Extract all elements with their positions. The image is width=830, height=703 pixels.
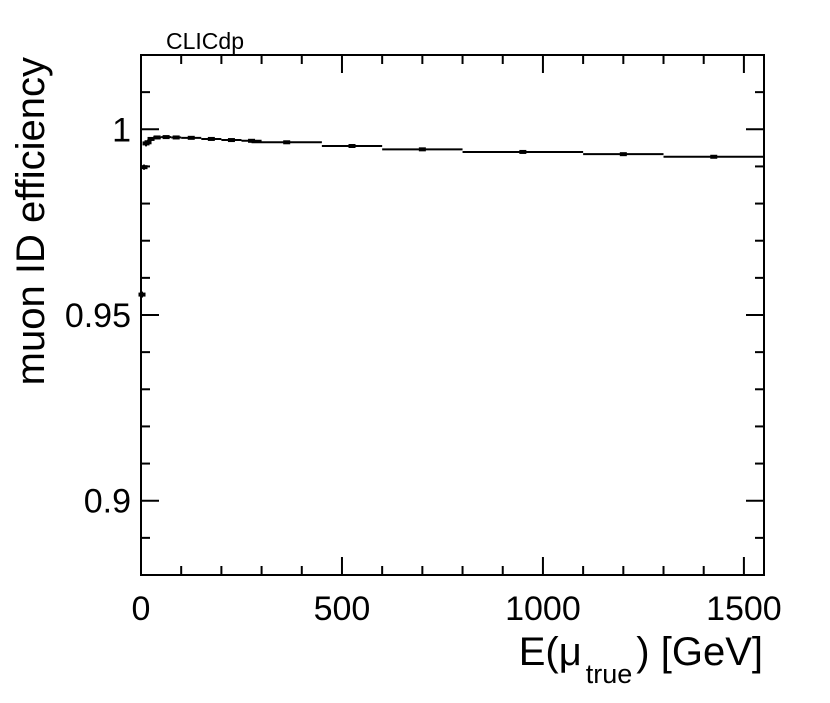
marker	[619, 152, 627, 157]
data-point	[171, 135, 182, 140]
data-point	[251, 140, 322, 145]
axis-ticks	[140, 54, 764, 576]
x-axis-title: E(μ true ) [GeV]	[519, 630, 763, 689]
data-point	[663, 154, 764, 159]
marker	[283, 140, 291, 145]
marker	[187, 135, 195, 140]
data-point	[221, 138, 242, 143]
marker	[207, 136, 215, 141]
x-axis-title-prefix: E(μ	[519, 630, 582, 674]
marker	[418, 147, 426, 152]
marker	[153, 135, 161, 140]
marker	[248, 138, 256, 143]
data-point	[161, 135, 172, 140]
data-point	[181, 135, 202, 140]
data-point	[462, 149, 584, 154]
data-point	[147, 136, 155, 141]
y-axis-title: muon ID efficiency	[9, 57, 53, 385]
marker	[710, 154, 718, 159]
data-point	[153, 135, 162, 140]
x-tick-label: 1000	[505, 590, 581, 628]
data-point	[201, 136, 222, 141]
marker	[172, 135, 180, 140]
y-tick-label: 1	[112, 111, 131, 149]
marker	[162, 135, 170, 140]
marker	[147, 136, 155, 141]
marker	[348, 144, 356, 148]
marker	[519, 149, 527, 154]
data-points	[138, 135, 764, 298]
marker	[227, 138, 235, 143]
data-point	[583, 152, 664, 157]
data-point	[321, 144, 383, 148]
y-tick-label: 0.95	[65, 297, 131, 335]
x-axis-title-subscript: true	[586, 659, 633, 689]
clicdp-label: CLICdp	[166, 28, 244, 54]
marker	[138, 292, 146, 297]
x-tick-label: 1500	[706, 590, 782, 628]
x-axis-title-suffix: ) [GeV]	[636, 630, 763, 674]
y-tick-label: 0.9	[84, 483, 131, 521]
tick-labels: 0 500 1000 1500 0.9 0.95 1	[65, 111, 782, 628]
marker	[144, 140, 152, 145]
x-tick-label: 0	[132, 590, 151, 628]
x-tick-label: 500	[314, 590, 371, 628]
data-point	[382, 147, 463, 152]
